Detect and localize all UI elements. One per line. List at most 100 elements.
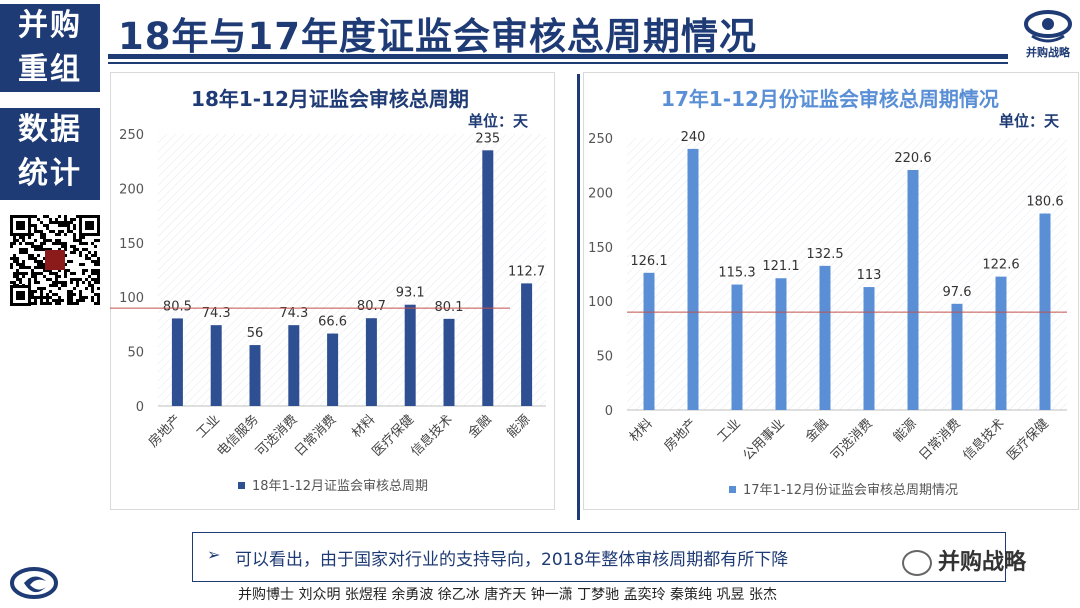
qr-module [97,257,100,260]
qr-module [55,281,58,284]
qr-module [13,281,16,284]
qr-module [55,272,58,275]
authors-footer: 并购博士 刘众明 张煜程 余勇波 徐乙冰 唐齐天 钟一潇 丁梦驰 孟奕玲 秦策纯… [238,587,777,603]
qr-module [79,290,82,293]
y-tick-label: 150 [588,241,613,256]
qr-module [19,251,22,254]
qr-module [58,296,61,299]
watermark-text: 并购战略 [938,550,1027,575]
qr-module [76,278,79,281]
qr-module [94,278,97,281]
bar [365,318,377,406]
qr-module [34,257,37,260]
qr-module [76,281,79,284]
qr-module [34,296,37,299]
qr-module [31,215,34,218]
qr-module [61,299,64,302]
qr-module [28,236,31,239]
qr-module [94,293,97,296]
qr-module [13,260,16,263]
qr-module [55,233,58,236]
qr-finder [10,215,31,236]
qr-module [37,254,40,257]
qr-module [46,224,49,227]
qr-module [19,242,22,245]
qr-module [61,224,64,227]
qr-module [19,272,22,275]
qr-module [58,230,61,233]
plot-area [158,134,546,406]
x-tick-label: 能源 [504,412,533,441]
legend-swatch [729,486,736,493]
qr-module [76,299,79,302]
qr-module [49,230,52,233]
qr-module [58,275,61,278]
qr-module [55,299,58,302]
qr-module [73,302,76,305]
qr-module [55,293,58,296]
qr-module [67,269,70,272]
bar [288,325,300,406]
qr-module [43,269,46,272]
qr-module [52,230,55,233]
qr-module [13,257,16,260]
qr-module [88,284,91,287]
logo-text: 并购战略 [1026,46,1070,59]
legend-swatch [238,482,245,489]
bar [819,265,831,410]
qr-module [79,254,82,257]
qr-module [70,221,73,224]
qr-module [64,272,67,275]
qr-module [58,299,61,302]
qr-module [67,302,70,305]
qr-module [64,281,67,284]
qr-module [58,221,61,224]
data-label: 74.3 [202,306,231,321]
data-label: 97.6 [943,285,972,300]
qr-module [67,224,70,227]
bar [171,318,183,406]
y-tick-label: 200 [119,182,144,197]
qr-module [40,233,43,236]
qr-module [67,293,70,296]
qr-code-icon[interactable] [10,214,100,306]
qr-module [85,257,88,260]
qr-module [58,224,61,227]
wechat-icon [902,550,932,576]
qr-module [19,281,22,284]
qr-module [46,299,49,302]
qr-module [13,272,16,275]
qr-module [94,281,97,284]
qr-module [28,266,31,269]
qr-module [70,260,73,263]
x-tick-label: 工业 [194,412,223,441]
qr-module [43,275,46,278]
bar-chart-2017: 17年1-12月份证监会审核总周期情况单位：天05010015020025012… [588,87,1067,498]
qr-module [10,266,13,269]
qr-module [55,284,58,287]
bar [863,287,875,410]
qr-module [34,266,37,269]
qr-module [94,269,97,272]
qr-module [46,278,49,281]
qr-module [64,254,67,257]
qr-module [94,254,97,257]
qr-module [97,293,100,296]
qr-module [52,299,55,302]
qr-module [16,272,19,275]
data-label: 126.1 [630,254,667,269]
qr-module [82,269,85,272]
qr-module [70,251,73,254]
qr-module [28,257,31,260]
qr-module [82,242,85,245]
qr-module [61,245,64,248]
page-title: 18年与17年度证监会审核总周期情况 [118,15,757,58]
qr-module [10,242,13,245]
data-label: 56 [247,326,264,341]
qr-module [31,257,34,260]
qr-module [46,269,49,272]
y-tick-label: 50 [127,346,144,361]
qr-module [70,272,73,275]
qr-module [10,257,13,260]
bar [995,276,1007,410]
